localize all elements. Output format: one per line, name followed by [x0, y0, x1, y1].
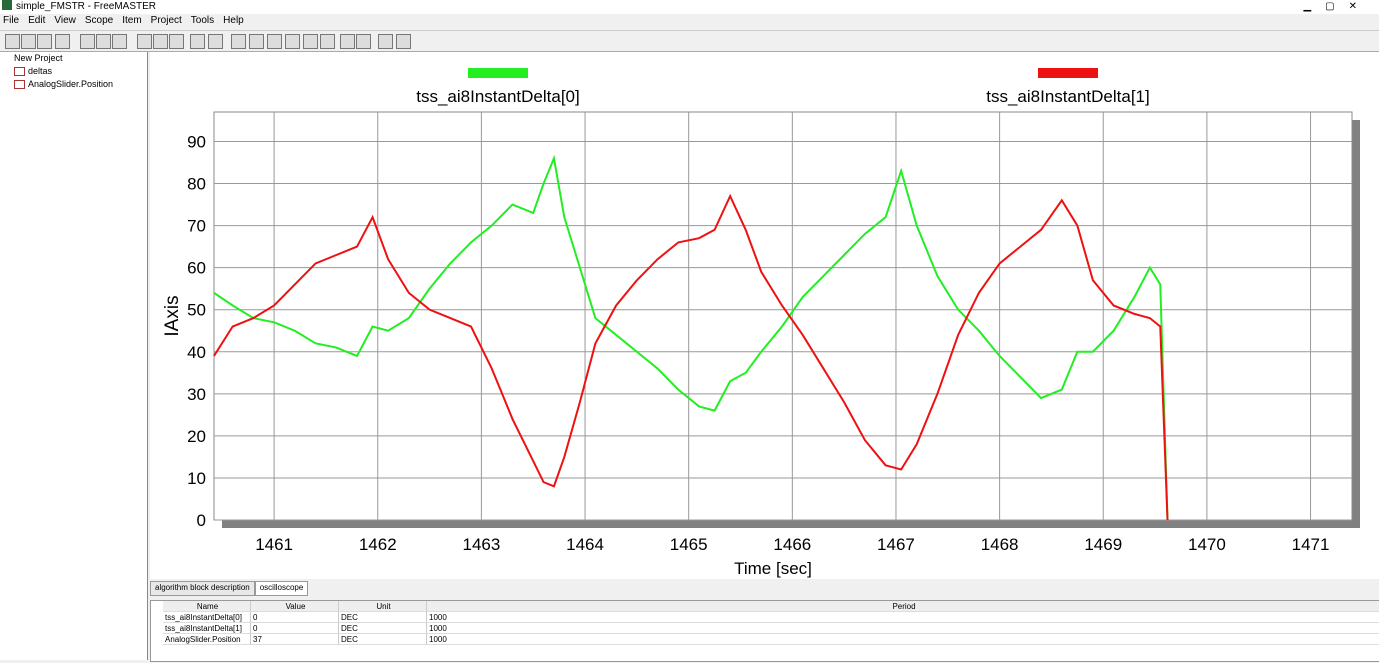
y-tick-label: 60	[187, 259, 206, 278]
column-header: Name	[163, 601, 251, 612]
toolbar-button[interactable]	[396, 34, 411, 49]
x-tick-label: 1461	[255, 535, 293, 554]
data-line	[213, 193, 1169, 521]
y-tick-label: 20	[187, 427, 206, 446]
y-tick-label: 90	[187, 132, 206, 151]
x-tick-label: 1463	[462, 535, 500, 554]
toolbar-button[interactable]	[208, 34, 223, 49]
tree-icon	[14, 80, 25, 89]
table-cell: AnalogSlider.Position	[163, 634, 251, 645]
x-tick-label: 1462	[359, 535, 397, 554]
table-cell: 37	[251, 634, 339, 645]
x-tick-label: 1469	[1084, 535, 1122, 554]
column-header: Period	[427, 601, 1379, 612]
legend-swatch	[468, 68, 528, 78]
y-tick-label: 30	[187, 385, 206, 404]
menu-item[interactable]: Item	[122, 15, 142, 26]
legend-label: tss_ai8InstantDelta[0]	[416, 87, 579, 106]
data-line	[213, 154, 1169, 521]
y-tick-label: 50	[187, 301, 206, 320]
plot-area	[213, 111, 1353, 521]
toolbar-button[interactable]	[267, 34, 282, 49]
title-bar: simple_FMSTR - FreeMASTER ▁▢✕	[0, 0, 1379, 14]
menu-item[interactable]: Tools	[190, 15, 215, 26]
x-tick-label: 1471	[1292, 535, 1330, 554]
toolbar-button[interactable]	[55, 34, 70, 49]
table-cell: DEC	[339, 634, 427, 645]
toolbar-button[interactable]	[21, 34, 36, 49]
table-cell: DEC	[339, 623, 427, 634]
table-cell: DEC	[339, 612, 427, 623]
toolbar-button[interactable]	[112, 34, 127, 49]
column-header: Unit	[339, 601, 427, 612]
toolbar-button[interactable]	[356, 34, 371, 49]
menu-item[interactable]: Edit	[28, 15, 46, 26]
project-tree: New Project deltas AnalogSlider.Position	[0, 52, 148, 660]
y-tick-label: 70	[187, 217, 206, 236]
x-tick-label: 1466	[773, 535, 811, 554]
menu-item[interactable]: File	[3, 15, 20, 26]
table-cell: 0	[251, 623, 339, 634]
y-axis-label: IAxis	[162, 295, 183, 336]
tree-item[interactable]: deltas	[28, 66, 53, 76]
tree-root[interactable]: New Project	[14, 53, 63, 63]
toolbar-button[interactable]	[340, 34, 355, 49]
toolbar-button[interactable]	[80, 34, 95, 49]
table-cell: 1000	[427, 623, 1379, 634]
tab[interactable]: algorithm block description	[150, 581, 255, 596]
x-tick-label: 1470	[1188, 535, 1226, 554]
toolbar-button[interactable]	[96, 34, 111, 49]
toolbar-button[interactable]	[320, 34, 335, 49]
table-cell: tss_ai8InstantDelta[0]	[163, 612, 251, 623]
app-icon	[2, 0, 12, 10]
x-tick-label: 1467	[877, 535, 915, 554]
column-header: Value	[251, 601, 339, 612]
toolbar-button[interactable]	[303, 34, 318, 49]
tree-icon	[14, 67, 25, 76]
tabs: algorithm block description oscilloscope	[150, 581, 309, 596]
y-tick-label: 10	[187, 469, 206, 488]
window-controls[interactable]: ▁▢✕	[1303, 1, 1371, 12]
x-tick-label: 1468	[981, 535, 1019, 554]
x-axis-label: Time [sec]	[734, 559, 812, 578]
menu-item[interactable]: Scope	[84, 15, 114, 26]
table-cell: 0	[251, 612, 339, 623]
toolbar-button[interactable]	[137, 34, 152, 49]
legend-swatch	[1038, 68, 1098, 78]
y-tick-label: 0	[197, 511, 206, 530]
x-tick-label: 1465	[670, 535, 708, 554]
toolbar-button[interactable]	[5, 34, 20, 49]
toolbar	[0, 30, 1379, 52]
table-cell: tss_ai8InstantDelta[1]	[163, 623, 251, 634]
toolbar-button[interactable]	[37, 34, 52, 49]
table-cell: 1000	[427, 612, 1379, 623]
toolbar-button[interactable]	[169, 34, 184, 49]
x-tick-label: 1464	[566, 535, 604, 554]
y-tick-label: 80	[187, 175, 206, 194]
toolbar-button[interactable]	[249, 34, 264, 49]
toolbar-button[interactable]	[285, 34, 300, 49]
menu-item[interactable]: Project	[150, 15, 182, 26]
menu-item[interactable]: View	[54, 15, 76, 26]
toolbar-button[interactable]	[378, 34, 393, 49]
toolbar-button[interactable]	[190, 34, 205, 49]
tree-item[interactable]: AnalogSlider.Position	[28, 79, 114, 89]
menu-bar: File Edit View Scope Item Project Tools Help	[0, 14, 1379, 28]
table-cell: 1000	[427, 634, 1379, 645]
toolbar-button[interactable]	[231, 34, 246, 49]
toolbar-button[interactable]	[153, 34, 168, 49]
tab[interactable]: oscilloscope	[254, 581, 309, 596]
window-title: simple_FMSTR - FreeMASTER	[16, 1, 157, 12]
variable-grid: Name Value Unit Period tss_ai8InstantDelta[0…	[150, 600, 1379, 662]
legend-label: tss_ai8InstantDelta[1]	[986, 87, 1149, 106]
menu-item[interactable]: Help	[223, 15, 244, 26]
y-tick-label: 40	[187, 343, 206, 362]
chart: 0 10 20 30 40 50 60 70 80 90 1461 1462 1463 1464 1465 1…	[150, 52, 1379, 579]
